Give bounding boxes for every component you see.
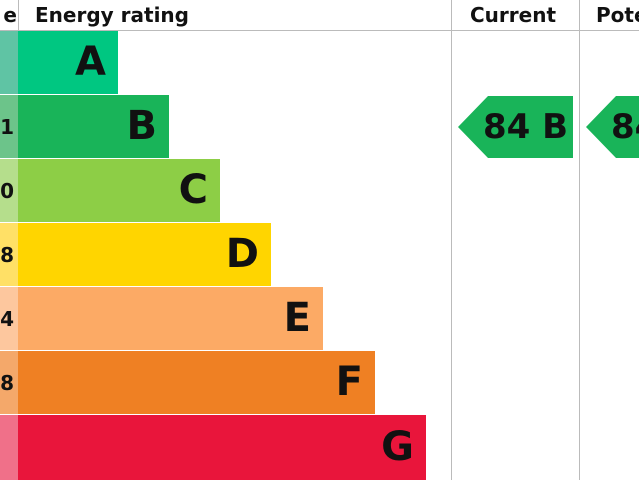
rating-letter: F [335, 359, 363, 405]
score-range-text: 8 [0, 370, 14, 395]
potential-header: Pote [596, 3, 639, 27]
rating-letter: E [283, 295, 311, 341]
rating-bar-b: B [18, 95, 169, 158]
score-cell-e: 4 [0, 287, 18, 350]
score-range-text: 1 [0, 114, 14, 139]
score-cell-c: 0 [0, 159, 18, 222]
rating-letter: D [225, 231, 259, 277]
column-divider [579, 0, 580, 480]
rating-bar-d: D [18, 223, 271, 286]
score-cell-f: 8 [0, 351, 18, 414]
score-range-text: 0 [0, 178, 14, 203]
energy-rating-header: Energy rating [35, 3, 189, 27]
score-cell-g [0, 415, 18, 480]
rating-bar-c: C [18, 159, 220, 222]
score-range-text: 8 [0, 242, 14, 267]
potential-rating-arrow: 84 [586, 96, 639, 158]
rating-letter: A [75, 39, 106, 85]
score-cell-b: 1 [0, 95, 18, 158]
potential-rating-label: 84 [611, 107, 639, 147]
column-divider [18, 0, 19, 30]
column-divider [451, 0, 452, 480]
current-rating-label: 84 B [483, 107, 569, 147]
current-rating-arrow: 84 B [458, 96, 573, 158]
rating-letter: G [381, 424, 414, 470]
score-cell-d: 8 [0, 223, 18, 286]
rating-bar-a: A [18, 31, 118, 94]
score-cell-a [0, 31, 18, 94]
rating-letter: B [126, 103, 158, 149]
score-header: e [3, 3, 17, 27]
rating-bar-f: F [18, 351, 375, 414]
rating-bar-g: G [18, 415, 426, 480]
header-divider [0, 30, 639, 31]
rating-letter: C [178, 167, 208, 213]
score-range-text: 4 [0, 306, 14, 331]
rating-bar-e: E [18, 287, 323, 350]
current-header: Current [470, 3, 557, 27]
